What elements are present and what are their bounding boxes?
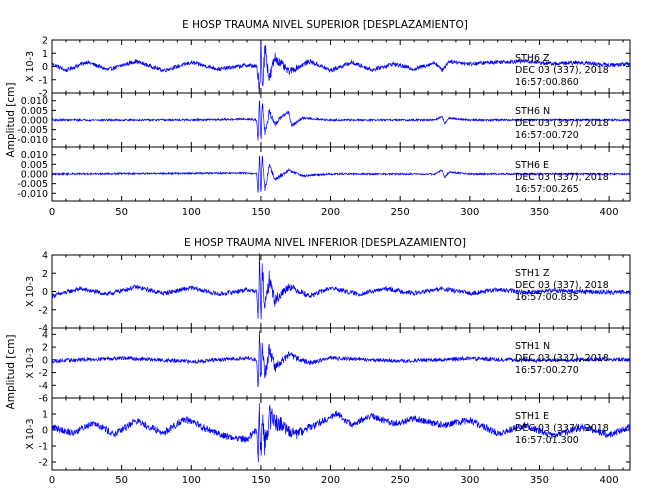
station-info: 16:57:01.300 xyxy=(515,435,579,446)
waveform-line xyxy=(51,403,631,463)
y-tick-label: 0 xyxy=(42,287,48,298)
station-info: 16:57:00.835 xyxy=(515,292,579,303)
waveform-line xyxy=(51,330,631,388)
waveform-line xyxy=(51,253,631,320)
y-tick-label: -2 xyxy=(39,458,48,469)
x-tick-label: 100 xyxy=(182,475,201,486)
station-info: DEC 03 (337), 2018 xyxy=(515,280,609,291)
scale-label: X 10-3 xyxy=(25,418,36,449)
y-tick-label: 0.005 xyxy=(21,160,48,171)
x-tick-label: 200 xyxy=(321,475,340,486)
y-tick-label: -6 xyxy=(39,394,48,405)
scale-label: X 10-3 xyxy=(25,276,36,307)
station-info: STH6 N xyxy=(515,106,550,117)
y-tick-label: 0.000 xyxy=(21,116,48,127)
waveform-line xyxy=(51,41,631,95)
x-tick-label: 250 xyxy=(391,207,410,218)
y-tick-label: -4 xyxy=(39,381,48,392)
station-info: DEC 03 (337), 2018 xyxy=(515,65,609,76)
y-axis-label: Amplitud [cm] xyxy=(5,335,17,410)
station-info: STH1 N xyxy=(515,341,550,352)
y-tick-label: 1 xyxy=(42,410,48,421)
y-tick-label: -2 xyxy=(39,368,48,379)
y-tick-label: -1 xyxy=(39,75,48,86)
station-info: 16:57:00.860 xyxy=(515,77,579,88)
waveform-line xyxy=(51,100,631,141)
x-tick-label: 250 xyxy=(391,475,410,486)
x-tick-label: 350 xyxy=(530,475,549,486)
x-tick-label: 350 xyxy=(530,207,549,218)
scale-label: X 10-3 xyxy=(25,51,36,82)
y-tick-label: 1 xyxy=(42,49,48,60)
x-tick-label: 150 xyxy=(251,207,270,218)
station-info: DEC 03 (337), 2018 xyxy=(515,172,609,183)
y-tick-label: 0.010 xyxy=(21,150,48,161)
station-info: STH6 Z xyxy=(515,53,550,64)
trace-panel xyxy=(51,397,631,471)
y-tick-label: -2 xyxy=(39,89,48,100)
x-tick-label: 300 xyxy=(460,207,479,218)
x-tick-label: 200 xyxy=(321,207,340,218)
chart-title: E HOSP TRAUMA NIVEL SUPERIOR [DESPLAZAMI… xyxy=(182,19,468,31)
y-tick-label: 0 xyxy=(42,62,48,73)
station-info: 16:57:00.265 xyxy=(515,184,579,195)
y-tick-label: 0 xyxy=(42,355,48,366)
y-tick-label: -0.010 xyxy=(17,189,48,200)
waveform-line xyxy=(51,155,631,193)
y-tick-label: -0.005 xyxy=(17,125,48,136)
y-tick-label: 4 xyxy=(42,330,48,341)
y-tick-label: 0.000 xyxy=(21,170,48,181)
y-axis-label: Amplitud [cm] xyxy=(5,83,17,158)
y-tick-label: 4 xyxy=(42,251,48,262)
x-tick-label: 100 xyxy=(182,207,201,218)
y-tick-label: 2 xyxy=(42,36,48,47)
y-tick-label: 2 xyxy=(42,269,48,280)
x-tick-label: 150 xyxy=(251,475,270,486)
chart-title: E HOSP TRAUMA NIVEL INFERIOR [DESPLAZAMI… xyxy=(184,237,466,249)
station-info: DEC 03 (337), 2018 xyxy=(515,118,609,129)
station-info: DEC 03 (337), 2018 xyxy=(515,423,609,434)
y-tick-label: 0.010 xyxy=(21,96,48,107)
y-tick-label: 0.005 xyxy=(21,106,48,117)
station-info: STH1 Z xyxy=(515,268,550,279)
x-tick-label: 300 xyxy=(460,475,479,486)
x-tick-label: 0 xyxy=(49,207,55,218)
y-tick-label: 2 xyxy=(42,343,48,354)
x-tick-label: 0 xyxy=(49,475,55,486)
x-tick-label: 50 xyxy=(115,475,128,486)
station-info: 16:57:00.720 xyxy=(515,130,579,141)
station-info: STH1 E xyxy=(515,411,549,422)
x-tick-label: 50 xyxy=(115,207,128,218)
x-tick-label: 400 xyxy=(600,475,619,486)
scale-label: X 10-3 xyxy=(25,347,36,378)
station-info: DEC 03 (337), 2018 xyxy=(515,353,609,364)
y-tick-label: -0.010 xyxy=(17,135,48,146)
x-tick-label: 400 xyxy=(600,207,619,218)
y-tick-label: -1 xyxy=(39,442,48,453)
y-tick-label: -2 xyxy=(39,305,48,316)
station-info: STH6 E xyxy=(515,160,549,171)
y-tick-label: -0.005 xyxy=(17,179,48,190)
y-tick-label: 0 xyxy=(42,426,48,437)
y-tick-label: -4 xyxy=(39,324,48,335)
station-info: 16:57:00.270 xyxy=(515,365,579,376)
